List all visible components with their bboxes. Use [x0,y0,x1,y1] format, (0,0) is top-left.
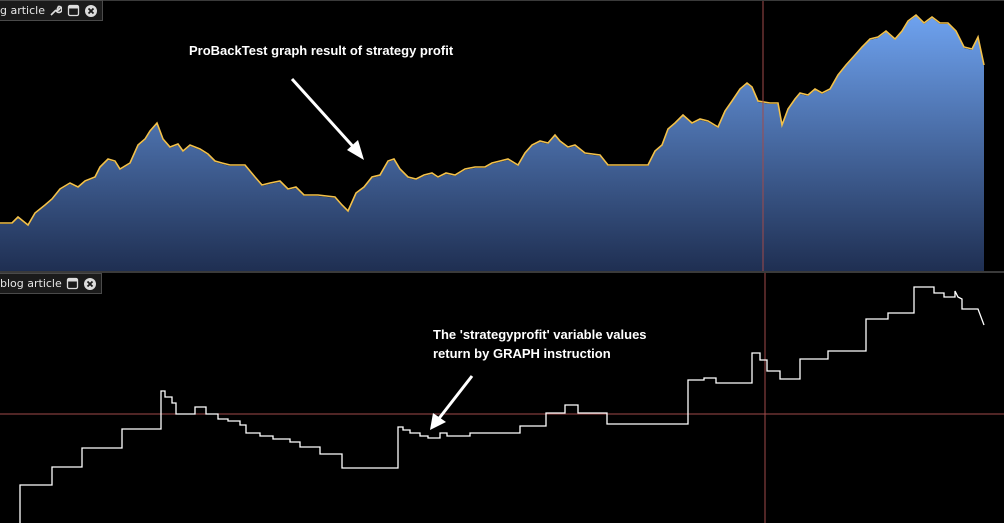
arrow-shaft [290,77,360,154]
top-panel-tab[interactable]: g article [0,0,103,21]
window-icon[interactable] [66,3,81,18]
top-annotation: ProBackTest graph result of strategy pro… [189,43,454,58]
close-icon[interactable] [84,3,99,18]
arrow-head [347,140,364,160]
strategyprofit-step-line [19,286,985,523]
right-margin [985,0,1004,271]
indicator-panel: blog article The 'strategyprofit' variab… [0,273,1004,523]
close-icon[interactable] [83,276,98,291]
wrench-icon[interactable] [48,3,63,18]
bottom-annotation-line2: return by GRAPH instruction [433,346,611,361]
equity-edge-line [0,13,985,227]
arrow-head [430,413,446,430]
bottom-annotation-line1: The 'strategyprofit' variable values [433,327,647,342]
bottom-panel-title: blog article [0,277,62,290]
equity-chart-panel: g article ProBackTest graph result of st… [0,0,1004,271]
strategyprofit-line-plot [0,273,1004,523]
panel-separator[interactable] [0,271,1004,273]
arrow-shaft [435,375,474,422]
bottom-panel-tab[interactable]: blog article [0,273,102,294]
top-panel-title: g article [0,4,45,17]
equity-curve-plot [0,0,1004,271]
equity-area [0,16,984,271]
window-icon[interactable] [65,276,80,291]
